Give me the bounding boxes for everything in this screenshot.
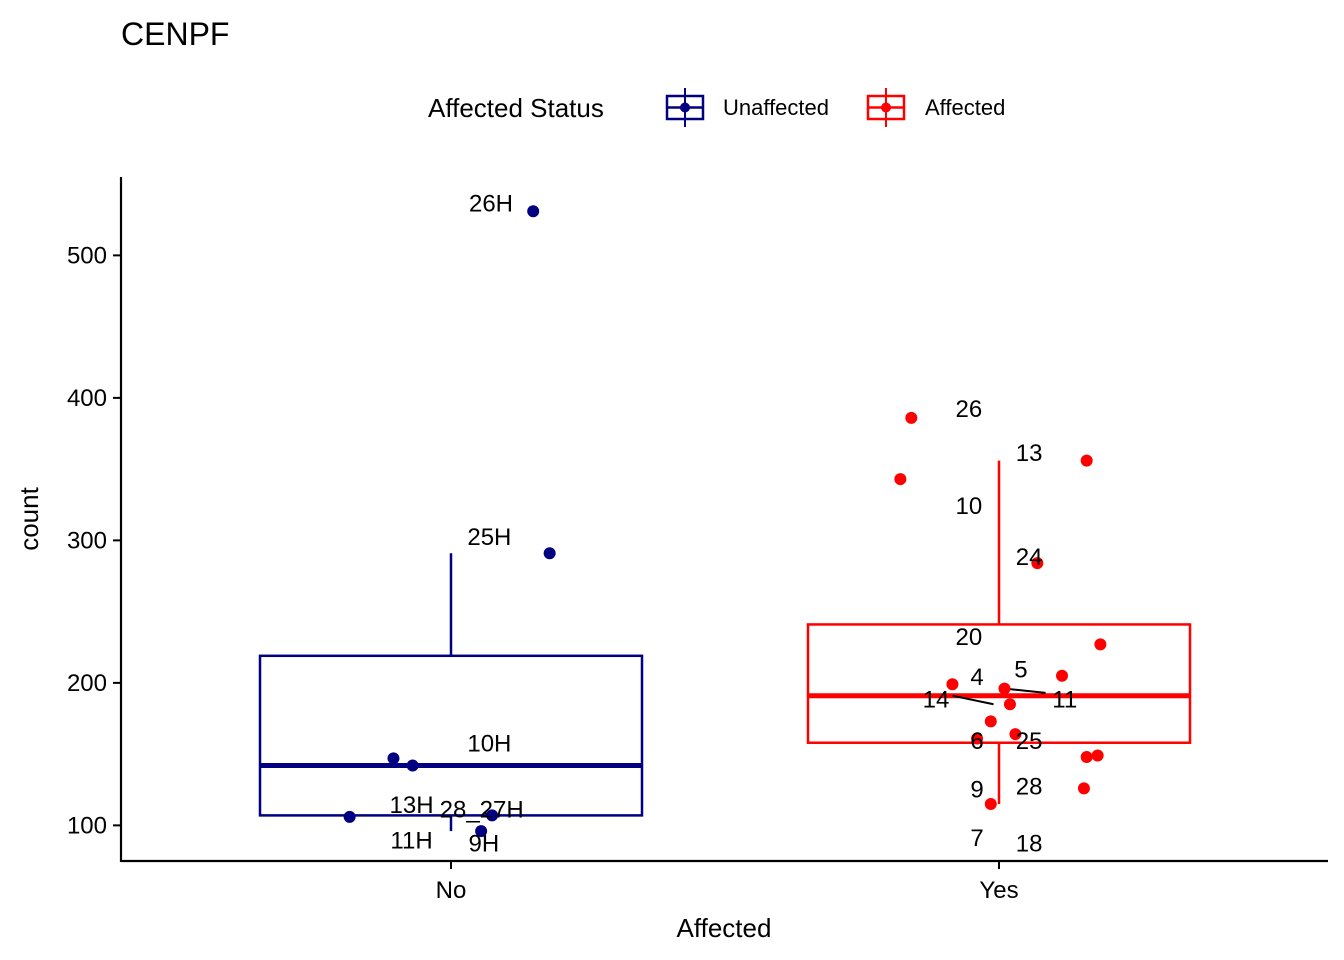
data-point <box>1009 728 1022 741</box>
data-point <box>486 809 499 822</box>
data-point <box>1077 782 1090 795</box>
point-label: 10 <box>956 493 983 520</box>
point-label: 28 <box>1016 773 1043 800</box>
legend-key-unaffected <box>665 88 705 127</box>
box-group-yes: 26 13 10 24 20 5 4 11 14 25 6 9 28 7 18 <box>806 396 1192 857</box>
point-label: 7 <box>970 825 983 852</box>
point-label: 26 <box>956 396 983 423</box>
point-label: 13H <box>390 792 434 819</box>
y-axis-title: count <box>14 486 44 550</box>
point-label: 6 <box>970 728 983 755</box>
point-label: 18 <box>1016 830 1043 857</box>
data-point <box>387 752 400 765</box>
data-point <box>984 715 997 728</box>
point-label: 10H <box>467 731 511 758</box>
data-point <box>543 547 556 560</box>
plot-area: 26H25H10H13H11H28_27H9H26131024205411142… <box>258 191 1192 857</box>
data-point <box>343 810 356 823</box>
point-label: 26H <box>469 191 513 218</box>
data-point <box>946 678 959 691</box>
x-tick-label: No <box>436 877 467 904</box>
data-point <box>971 732 984 745</box>
legend-label-unaffected: Unaffected <box>723 95 829 120</box>
data-point <box>527 205 540 218</box>
x-axis-title: Affected <box>677 913 772 943</box>
y-tick-label: 300 <box>67 527 107 554</box>
point-label: 28_27H <box>440 796 524 823</box>
point-label: 24 <box>1016 544 1043 571</box>
data-point <box>475 825 488 838</box>
data-point <box>1031 557 1044 570</box>
point-label: 9 <box>970 776 983 803</box>
x-tick-label: Yes <box>979 877 1018 904</box>
data-point <box>1056 669 1069 682</box>
chart-title: CENPF <box>121 16 229 52</box>
point-label: 25H <box>467 524 511 551</box>
data-point <box>894 473 907 486</box>
data-point <box>1080 750 1093 763</box>
label-leader-line <box>952 694 994 706</box>
point-label: 5 <box>1014 657 1027 684</box>
label-leader-line <box>1004 687 1046 694</box>
y-tick-label: 400 <box>67 385 107 412</box>
data-point <box>905 411 918 424</box>
data-point <box>1080 454 1093 467</box>
data-point <box>984 798 997 810</box>
point-label: 11 <box>1052 687 1077 714</box>
data-point <box>1094 638 1107 651</box>
y-tick-label: 200 <box>67 670 107 697</box>
box-iqr <box>258 654 644 817</box>
data-point <box>998 682 1011 695</box>
y-tick-label: 100 <box>67 812 107 839</box>
box-iqr <box>806 623 1192 744</box>
point-label: 13 <box>1016 440 1043 467</box>
data-point <box>1003 698 1016 711</box>
legend-title: Affected Status <box>428 93 604 123</box>
point-label: 11H <box>390 828 432 855</box>
data-point <box>406 759 419 772</box>
point-label: 14 <box>923 687 950 714</box>
legend-label-affected: Affected <box>925 95 1005 120</box>
legend-key-affected <box>866 88 906 127</box>
point-label: 9H <box>469 830 500 857</box>
point-label: 4 <box>970 664 983 691</box>
point-label: 25 <box>1016 728 1043 755</box>
legend: Affected Status Unaffected Affected <box>428 88 1005 127</box>
point-label: 20 <box>956 624 983 651</box>
y-tick-label: 500 <box>67 242 107 269</box>
axes: 100 200 300 400 500 No Yes <box>67 177 1328 904</box>
data-point <box>1091 749 1104 762</box>
box-group-no: 26H 25H 10H 13H 11H 28_27H 9H <box>258 191 644 857</box>
